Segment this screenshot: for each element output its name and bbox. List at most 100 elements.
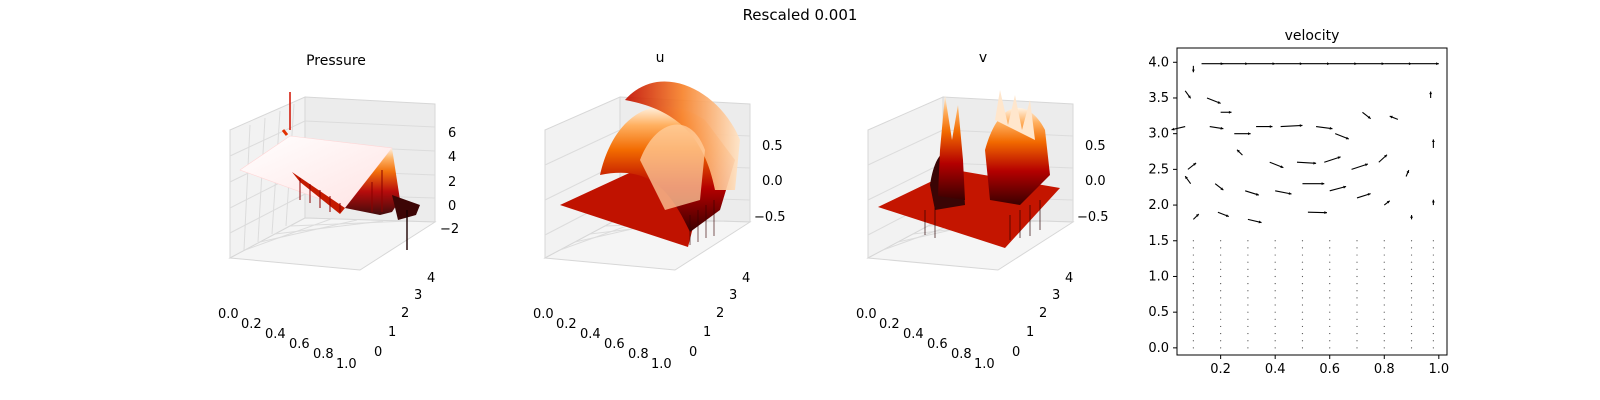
quiver-arrow-head [1225,214,1229,217]
quiver-point [1220,268,1222,270]
quiver-point [1329,261,1331,263]
quiver-point [1247,247,1249,249]
quiver-point [1247,325,1249,328]
y-tick-label: 1 [388,325,396,340]
velocity-plot-frame [1176,47,1448,356]
quiver-point [1329,247,1331,249]
quiver-point [1356,290,1358,292]
y-tick-label: 0.5 [1148,305,1169,320]
quiver-point [1432,297,1434,299]
quiver-point [1192,268,1194,270]
quiver-point [1274,340,1276,342]
quiver-point [1220,332,1222,335]
x-tick-label: 0.4 [903,327,924,342]
quiver-point [1432,247,1434,249]
quiver-point [1274,240,1276,242]
y-tick-label: 4.0 [1148,55,1169,70]
quiver-arrow-head [1272,62,1276,66]
quiver-point [1301,261,1304,263]
quiver-point [1247,332,1249,335]
quiver-point [1247,340,1249,342]
quiver-point [1432,275,1434,278]
y-tick-label: 1.0 [1148,269,1169,284]
quiver-point [1410,261,1413,263]
quiver-point [1432,268,1434,270]
velocity-title: velocity [1285,28,1340,44]
y-tick-label: 3 [1052,288,1060,303]
x-tick-label: 0.8 [313,347,334,362]
quiver-point [1383,304,1385,306]
quiver-arrow-head [1220,187,1224,191]
y-tick-label: 1 [703,325,711,340]
quiver-arrow-head [1367,193,1371,196]
z-tick-label: 4 [448,150,456,165]
quiver-point [1329,275,1331,278]
quiver-point [1383,283,1385,285]
quiver-point [1356,325,1358,328]
quiver-arrow [1329,185,1347,192]
quiver-arrow-head [1299,62,1303,66]
quiver-point [1356,304,1358,306]
x-tick-label: 0.6 [1319,362,1340,377]
quiver-point [1329,240,1331,242]
quiver-arrow-head [1386,200,1390,204]
quiver-point [1410,268,1413,270]
quiver-arrow-head [1258,220,1262,224]
quiver-point [1274,332,1276,335]
quiver-arrow-head [1410,215,1413,218]
quiver-point [1192,325,1194,328]
u-surface [560,81,740,247]
y-tick-label: 2.5 [1148,162,1169,177]
quiver-point [1220,311,1222,313]
quiver-point [1274,275,1276,278]
z-tick-label: 2 [448,175,456,190]
quiver-point [1192,261,1194,263]
quiver-arrow-head [1237,149,1240,153]
quiver-point [1301,247,1304,249]
quiver-point [1432,311,1434,313]
quiver-arrow-head [1187,95,1191,99]
y-tick-label: 2 [401,306,409,321]
quiver-point [1432,304,1434,306]
quiver-arrow-head [1217,101,1221,104]
u-title: u [656,50,665,66]
quiver-arrow-head [1195,213,1199,217]
quiver-point [1192,347,1194,349]
quiver-point [1410,240,1413,242]
quiver-arrow-head [1255,192,1259,196]
quiver-point [1383,254,1385,256]
quiver-point [1301,283,1304,285]
quiver-point [1329,283,1331,285]
quiver-arrow-head [1324,211,1327,215]
quiver-point [1192,311,1194,313]
quiver-point [1383,347,1385,349]
y-tick-label: 0.0 [1148,341,1169,356]
quiver-arrow-head [1193,162,1197,166]
quiver-point [1301,325,1304,328]
z-tick-label: 0.0 [762,174,783,189]
quiver-point [1274,261,1276,263]
quiver-point [1274,304,1276,306]
quiver-point [1247,311,1249,313]
quiver-point [1274,283,1276,285]
quiver-point [1432,347,1434,349]
x-tick-label: 0.4 [1265,362,1286,377]
quiver-arrow [1275,190,1292,195]
quiver-point [1274,290,1276,292]
z-tick-label: 6 [448,126,456,141]
quiver-point [1301,290,1304,292]
x-tick-label: 0.8 [1374,362,1395,377]
quiver-point [1383,261,1385,263]
pressure-z-ticks: 6 4 2 0 −2 [440,126,459,237]
quiver-arrow-head [1327,62,1330,66]
quiver-point [1274,297,1276,299]
quiver-point [1220,340,1222,342]
quiver-point [1410,325,1413,328]
quiver-point [1220,304,1222,306]
quiver-point [1432,254,1434,256]
x-tick-label: 1.0 [651,357,672,372]
quiver-point [1329,304,1331,306]
quiver-point [1410,275,1413,278]
quiver-point [1432,325,1434,328]
quiver-arrow-head [1245,62,1248,66]
